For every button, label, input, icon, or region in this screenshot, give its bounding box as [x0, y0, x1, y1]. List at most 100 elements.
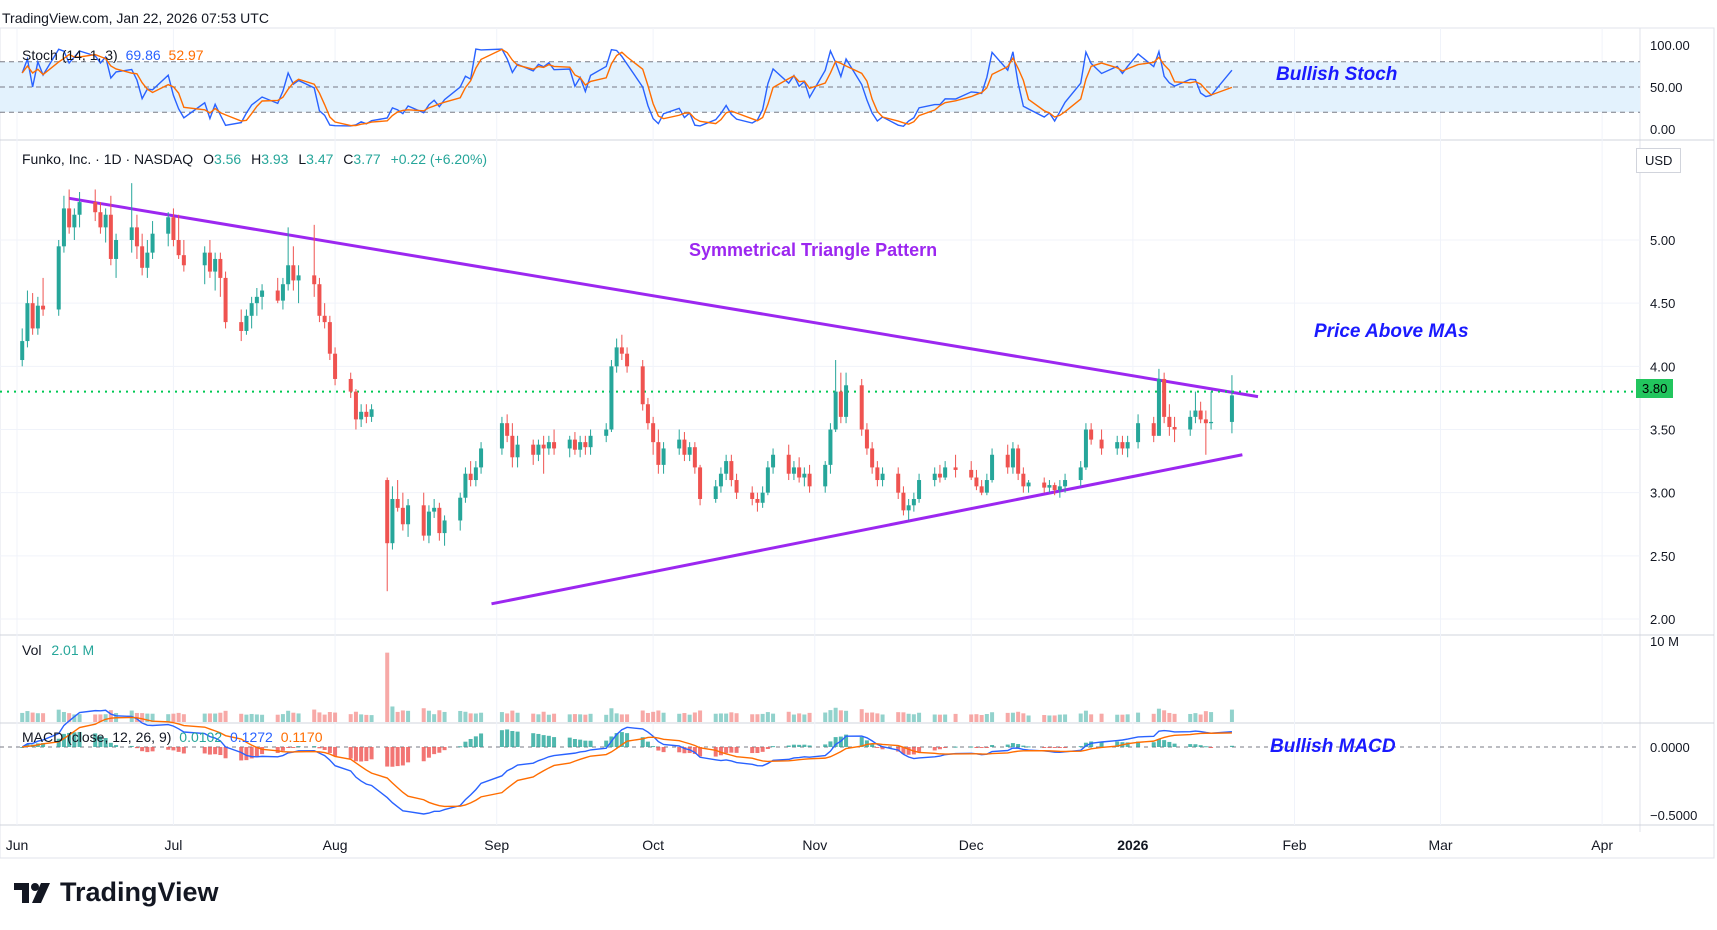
- volume-bar: [718, 713, 723, 722]
- volume-bar: [479, 712, 484, 722]
- macd-histogram-bar: [1057, 747, 1062, 748]
- candle-body: [1188, 416, 1193, 430]
- volume-bar: [729, 712, 734, 722]
- volume-bar: [93, 714, 98, 722]
- candle-body: [145, 252, 150, 268]
- candle-body: [473, 467, 478, 481]
- price-tick-label: 3.50: [1650, 423, 1675, 438]
- volume-bar: [1089, 714, 1094, 722]
- volume-legend[interactable]: Vol 2.01 M: [22, 642, 94, 658]
- symbol-legend[interactable]: Funko, Inc. · 1D · NASDAQ O3.56 H3.93 L3…: [22, 151, 487, 167]
- macd-histogram-bar: [875, 747, 880, 748]
- volume-bar: [432, 714, 437, 722]
- volume-bar: [1120, 714, 1125, 722]
- stoch-legend[interactable]: Stoch (14, 1, 3) 69.86 52.97: [22, 47, 204, 63]
- volume-bar: [750, 714, 755, 722]
- candle-body: [771, 454, 776, 468]
- candle-body: [77, 202, 82, 215]
- volume-bar: [901, 712, 906, 722]
- candle-body: [1198, 410, 1203, 420]
- volume-bar: [458, 710, 463, 722]
- macd-histogram-bar: [1021, 745, 1026, 747]
- macd-histogram-bar: [1203, 746, 1208, 748]
- macd-histogram-bar: [755, 747, 760, 754]
- macd-histogram-bar: [791, 744, 796, 747]
- candle-body: [932, 473, 937, 481]
- macd-histogram-bar: [724, 747, 729, 754]
- tradingview-logo[interactable]: TradingView: [14, 877, 219, 908]
- macd-histogram-bar: [1167, 741, 1172, 747]
- volume-bar: [291, 712, 296, 722]
- price-tick-label: 3.00: [1650, 486, 1675, 501]
- volume-bar: [880, 714, 885, 722]
- macd-histogram-bar: [41, 743, 46, 747]
- candle-body: [802, 473, 807, 478]
- candle-body: [546, 442, 551, 449]
- macd-histogram-bar: [312, 746, 317, 748]
- candle-body: [1047, 485, 1052, 488]
- macd-histogram-bar: [833, 737, 838, 747]
- macd-histogram-bar: [656, 747, 661, 751]
- macd-histogram-bar: [974, 747, 979, 748]
- candle-body: [578, 442, 583, 450]
- candle-body: [1057, 486, 1062, 491]
- volume-bar: [953, 713, 958, 722]
- macd-histogram-bar: [583, 740, 588, 747]
- macd-histogram-bar: [223, 747, 228, 759]
- candle-body: [213, 258, 218, 272]
- volume-bar: [1021, 713, 1026, 722]
- candle-body: [807, 473, 812, 487]
- stoch-d-value: 52.97: [168, 47, 204, 63]
- macd-histogram-bar: [901, 747, 906, 754]
- macd-histogram-bar: [1047, 747, 1052, 748]
- volume-bar: [140, 713, 145, 722]
- timestamp: Jan 22, 2026 07:53 UTC: [116, 10, 269, 26]
- volume-bar: [1010, 712, 1015, 722]
- volume-bar: [990, 712, 995, 722]
- macd-histogram-bar: [682, 747, 687, 754]
- candle-body: [406, 505, 411, 525]
- time-tick-label: Feb: [1282, 837, 1306, 853]
- candle-body: [353, 391, 358, 420]
- macd-histogram-bar: [322, 747, 327, 751]
- currency-button[interactable]: USD: [1636, 148, 1682, 173]
- candle-body: [72, 214, 77, 228]
- macd-histogram-bar: [979, 747, 984, 748]
- volume-bar: [875, 713, 880, 722]
- volume-bar: [917, 712, 922, 722]
- volume-bar: [692, 712, 697, 722]
- candle-body: [442, 520, 447, 534]
- macd-histogram-bar: [400, 747, 405, 766]
- candle-body: [1078, 467, 1083, 481]
- volume-bar: [499, 712, 504, 722]
- candle-body: [312, 275, 317, 285]
- macd-histogram-bar: [359, 747, 364, 762]
- candle-body: [322, 315, 327, 323]
- candle-body: [1193, 410, 1198, 417]
- volume-bar: [969, 714, 974, 722]
- candle-body: [729, 461, 734, 481]
- candle-body: [166, 217, 171, 234]
- volume-bar: [864, 712, 869, 722]
- macd-histogram-bar: [108, 742, 113, 747]
- macd-histogram-bar: [61, 733, 66, 747]
- volume-bar: [943, 714, 948, 722]
- candle-body: [1052, 485, 1057, 491]
- candle-body: [880, 473, 885, 481]
- macd-histogram-bar: [1198, 745, 1203, 747]
- candle-body: [943, 467, 948, 478]
- macd-histogram-bar: [651, 746, 656, 748]
- volume-bar: [348, 714, 353, 722]
- trendline-upper: [68, 196, 1259, 399]
- macd-histogram-bar: [692, 747, 697, 754]
- volume-bar: [176, 712, 181, 722]
- volume-bar: [791, 714, 796, 722]
- macd-legend[interactable]: MACD (close, 12, 26, 9) 0.0102 0.1272 0.…: [22, 729, 323, 745]
- volume-bar: [906, 713, 911, 722]
- macd-histogram-bar: [510, 731, 515, 747]
- volume-bar: [911, 714, 916, 722]
- volume-bar: [682, 713, 687, 722]
- macd-histogram-bar: [244, 747, 249, 761]
- macd-histogram-bar: [1099, 741, 1104, 747]
